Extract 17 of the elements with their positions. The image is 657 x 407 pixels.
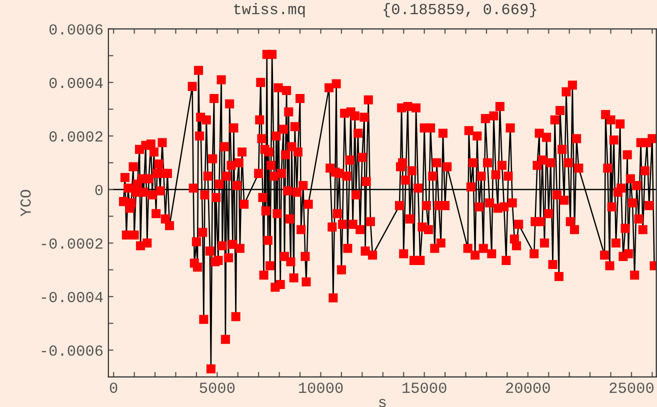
chart-title: twiss.mq (234, 3, 305, 18)
y-axis-title: YCO (20, 190, 31, 216)
x-tick-label: 10000 (298, 382, 343, 393)
x-tick-label: 5000 (200, 382, 235, 393)
y-tick-label: -0.0002 (42, 238, 102, 249)
x-tick-label: 20000 (506, 382, 550, 393)
y-tick-label: -0.0006 (42, 345, 103, 356)
y-tick-label: 0.0004 (49, 78, 103, 88)
x-tick-label: 25000 (610, 382, 654, 393)
y-tick-label: -0.0004 (42, 292, 103, 302)
y-tick-label: 0.0006 (49, 24, 103, 35)
x-tick-label: 15000 (402, 382, 446, 393)
y-tick-label: 0.0002 (49, 131, 102, 142)
y-tick-label: 0 (95, 184, 103, 196)
x-axis-title: s (379, 398, 386, 407)
chart-subtitle: {0.185859, 0.669} (384, 3, 536, 18)
x-tick-label: 0 (110, 382, 118, 393)
